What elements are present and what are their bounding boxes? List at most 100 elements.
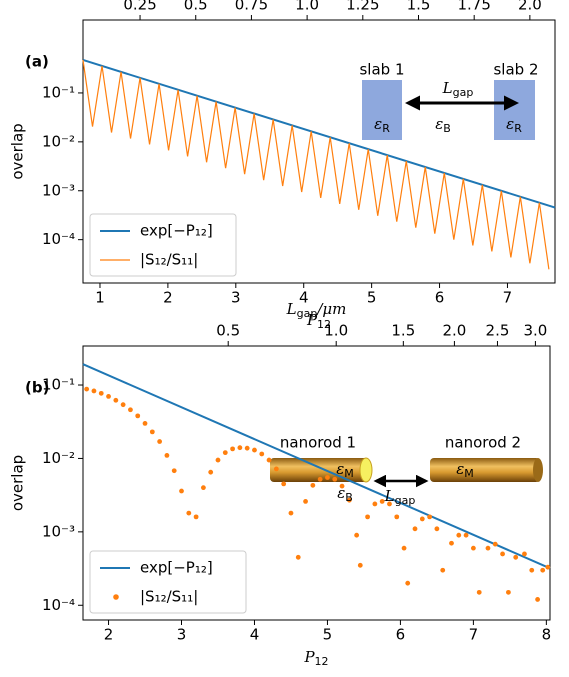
subscript: gap <box>297 307 318 320</box>
subscript: 12 <box>315 655 329 668</box>
data-point <box>222 450 228 456</box>
data-point <box>310 482 316 488</box>
x2-tick-label: 3.0 <box>523 322 547 340</box>
x-tick-label: 7 <box>503 289 513 307</box>
plot-frame <box>82 345 551 621</box>
plot-area <box>82 363 551 602</box>
data-point <box>193 514 199 520</box>
data-point <box>379 498 385 504</box>
data-point <box>529 567 535 573</box>
data-point <box>164 452 170 458</box>
data-point <box>230 446 235 452</box>
data-point <box>295 554 301 560</box>
y-tick-label: 10⁻³ <box>42 522 75 540</box>
data-line <box>82 59 550 270</box>
x-tick-label: 4 <box>250 626 260 644</box>
subscript: R <box>514 122 522 135</box>
data-point <box>259 451 265 457</box>
data-point <box>135 413 141 419</box>
legend-label: |S₁₂/S₁₁| <box>140 251 198 269</box>
eps-label: εB <box>337 484 353 504</box>
data-point <box>237 445 243 451</box>
inset-label: nanorod 1 <box>280 434 356 452</box>
y-tick-label: 10⁻⁴ <box>42 596 75 614</box>
data-point <box>394 514 400 520</box>
data-point <box>456 532 462 538</box>
data-point <box>325 475 330 480</box>
data-point <box>500 551 505 557</box>
inset-label: slab 2 <box>493 61 538 79</box>
data-point <box>157 439 163 444</box>
eps-label: εR <box>506 115 522 135</box>
data-point <box>244 445 250 451</box>
x-tick-label: 5 <box>323 626 333 644</box>
y-tick-label: 10⁻² <box>42 449 75 467</box>
data-point <box>91 388 97 394</box>
data-point <box>492 541 498 547</box>
data-line <box>82 59 556 209</box>
data-point <box>98 390 104 396</box>
data-point <box>357 562 363 568</box>
data-point <box>179 488 184 494</box>
subscript: M <box>344 467 354 480</box>
data-point <box>365 514 370 520</box>
x-axis-label: P12 <box>306 311 331 331</box>
data-point <box>440 567 446 573</box>
data-point <box>317 476 323 482</box>
data-point <box>273 466 279 472</box>
x-tick-label: 2 <box>104 626 114 644</box>
data-point <box>215 457 221 463</box>
data-point <box>149 429 155 435</box>
data-point <box>84 386 90 392</box>
subscript: M <box>464 467 474 480</box>
data-point <box>346 497 352 503</box>
nanorod-1 <box>270 458 368 482</box>
subscript: R <box>382 122 390 135</box>
data-point <box>332 476 338 482</box>
x-tick-label: 5 <box>367 289 377 307</box>
symbol: ε <box>336 460 344 478</box>
data-point <box>545 564 551 570</box>
legend-label: |S₁₂/S₁₁| <box>140 588 198 606</box>
data-point <box>208 469 214 475</box>
x-tick-label: 6 <box>435 289 445 307</box>
legend-marker <box>113 594 119 600</box>
data-point <box>372 501 378 507</box>
y-tick-label: 10⁻⁴ <box>42 230 75 248</box>
nanorod-cap <box>533 458 543 482</box>
x2-tick-label: 1.5 <box>407 0 431 14</box>
x-axis-label: P12 <box>303 648 328 668</box>
y-tick-label: 10⁻² <box>42 132 75 150</box>
data-point <box>412 526 418 532</box>
data-point <box>419 516 425 522</box>
x2-axis-label: Lgap/μm <box>286 300 347 320</box>
data-point <box>339 483 345 489</box>
eps-label: εR <box>374 115 390 135</box>
data-point <box>470 545 476 551</box>
y-axis-label: overlap <box>9 455 27 511</box>
data-point <box>485 545 491 551</box>
legend-label: exp[−P₁₂] <box>140 559 213 577</box>
data-point <box>142 421 148 426</box>
inset-label: slab 1 <box>359 61 404 79</box>
x2-tick-label: 1.0 <box>324 322 348 340</box>
symbol: ε <box>435 115 443 133</box>
plot-area <box>82 59 556 270</box>
x2-tick-label: 1.5 <box>391 322 415 340</box>
subscript: 12 <box>317 318 331 331</box>
subscript: gap <box>395 494 416 507</box>
x-tick-label: 8 <box>542 626 552 644</box>
data-point <box>405 580 411 586</box>
data-point <box>540 567 546 573</box>
symbol: ε <box>456 460 464 478</box>
data-point <box>476 589 482 595</box>
eps-label: εB <box>435 115 451 135</box>
data-point <box>252 447 257 453</box>
x-tick-label: 6 <box>396 626 406 644</box>
x2-tick-label: 1.25 <box>346 0 379 14</box>
data-point <box>106 393 111 399</box>
x-tick-label: 4 <box>299 289 309 307</box>
legend-label: exp[−P₁₂] <box>140 222 213 240</box>
data-point <box>427 514 433 520</box>
